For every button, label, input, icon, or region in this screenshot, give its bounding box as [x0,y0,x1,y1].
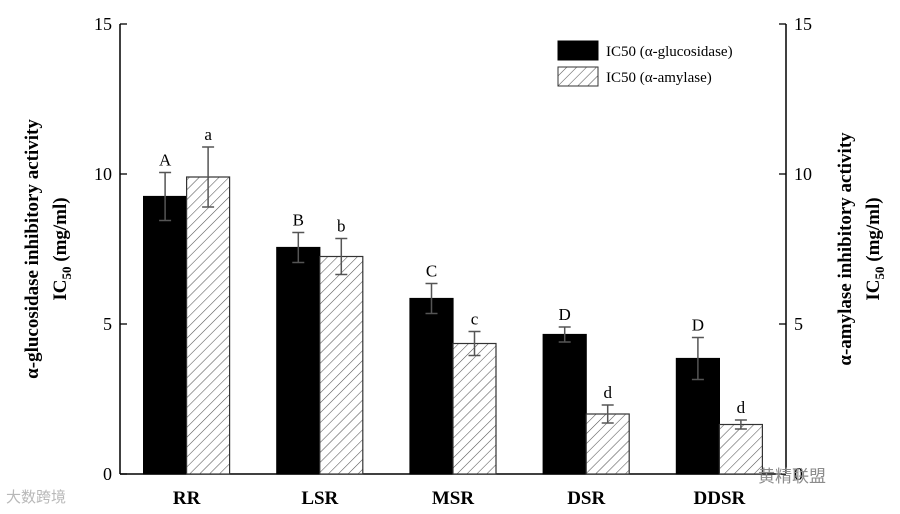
bar-glucosidase-dsr [542,333,587,475]
right-tick-label: 0 [794,464,803,484]
legend-swatch-amylase [557,66,599,87]
right-tick-label: 10 [794,164,812,184]
left-axis-title-line1: α-glucosidase inhibitory activity [22,119,43,379]
category-label-lsr: LSR [301,488,338,509]
error-bar-glucosidase-ddsr [691,336,704,381]
category-labels: RR LSR MSR DSR DDSR [173,488,746,509]
bar-amylase-msr [452,342,497,475]
error-bar-amylase-rr [202,146,215,208]
right-axis-title-line1: α-amylase inhibitory activity [835,132,856,366]
significance-letter: D [559,305,571,324]
left-axis-title-line2: IC50 (mg/ml) [50,197,74,300]
left-y-ticks: 0 5 10 15 [94,14,127,484]
right-y-ticks: 0 5 10 15 [779,14,812,484]
error-bar-amylase-dsr [601,404,614,424]
significance-letter: B [293,211,304,230]
left-tick-label: 10 [94,164,112,184]
error-bar-glucosidase-rr [159,171,172,222]
error-bar-glucosidase-dsr [558,326,571,343]
right-tick-label: 5 [794,314,803,334]
category-label-rr: RR [173,488,201,509]
error-bar-amylase-msr [468,330,481,357]
bar-amylase-dsr [585,413,630,475]
left-tick-label: 5 [103,314,112,334]
bar-amylase-lsr [319,255,364,475]
significance-letter: d [603,383,612,402]
left-tick-label: 15 [94,14,112,34]
significance-letter: A [159,151,172,170]
right-axis-title: α-amylase inhibitory activity IC50 (mg/m… [835,132,887,366]
error-bar-glucosidase-lsr [292,231,305,264]
bar-glucosidase-lsr [276,246,321,475]
watermark-left: 大数跨境 [6,488,67,506]
legend: IC50 (α-glucosidase) IC50 (α-amylase) [557,40,733,87]
right-axis-title-line2: IC50 (mg/ml) [863,197,887,300]
category-label-msr: MSR [432,488,475,509]
error-bar-amylase-lsr [335,237,348,276]
right-tick-label: 15 [794,14,812,34]
category-label-ddsr: DDSR [694,488,746,509]
significance-letter: b [337,217,346,236]
error-bar-glucosidase-msr [425,282,438,315]
bar-glucosidase-msr [409,297,454,475]
significance-letter: d [737,398,746,417]
bars: Aa B b Cc Dd Dd [143,125,764,475]
bar-amylase-ddsr [718,423,764,475]
error-bar-amylase-ddsr [734,419,747,430]
bar-amylase-rr [186,176,231,475]
legend-label-glucosidase: IC50 (α-glucosidase) [606,44,733,60]
category-label-dsr: DSR [567,488,605,509]
left-axis-title: α-glucosidase inhibitory activity IC50 (… [22,119,74,379]
watermark-right: 黄精联盟 [758,467,826,487]
significance-letter: D [692,316,704,335]
significance-letter: c [471,310,479,329]
legend-swatch-glucosidase [557,40,599,61]
legend-label-amylase: IC50 (α-amylase) [606,70,712,86]
bar-glucosidase-rr [143,195,188,475]
left-tick-label: 0 [103,464,112,484]
significance-letter: a [204,125,212,144]
significance-letter: C [426,262,437,281]
